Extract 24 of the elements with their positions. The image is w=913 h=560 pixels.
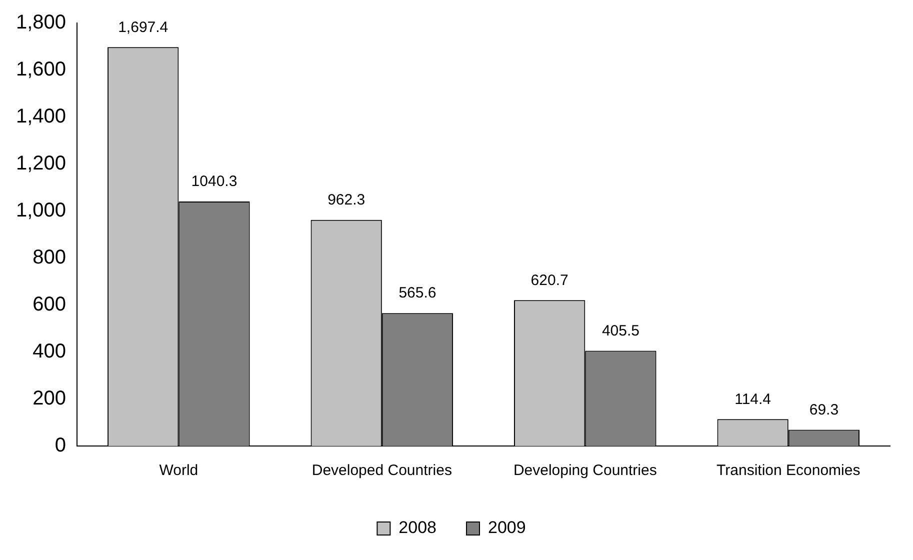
data-label: 69.3: [809, 401, 839, 418]
legend-label: 2009: [488, 518, 526, 538]
y-tick-label: 400: [32, 340, 66, 363]
y-tick-label: 600: [32, 294, 66, 316]
data-label: 1,697.4: [118, 18, 168, 36]
data-label: 620.7: [530, 272, 568, 289]
y-tick-label: 1,200: [16, 152, 66, 175]
y-tick-label: 1,800: [16, 12, 66, 34]
y-tick-label: 200: [32, 388, 66, 410]
data-label: 962.3: [328, 192, 366, 208]
x-tick-label: World: [159, 462, 198, 480]
x-tick-label: Transition Economies: [716, 462, 860, 480]
data-label: 1040.3: [191, 173, 238, 190]
data-label: 405.5: [602, 322, 640, 340]
legend-label: 2008: [398, 518, 437, 538]
y-tick-label: 1,400: [16, 106, 66, 128]
y-tick-label: 1,000: [16, 200, 66, 222]
x-tick-label: Developing Countries: [513, 462, 657, 480]
y-tick-label: 800: [32, 246, 66, 269]
y-tick-label: 1,600: [16, 58, 66, 81]
data-label: 565.6: [398, 284, 436, 302]
data-label: 114.4: [734, 390, 772, 408]
x-tick-label: Developed Countries: [312, 462, 452, 480]
y-tick-label: 0: [54, 434, 66, 457]
